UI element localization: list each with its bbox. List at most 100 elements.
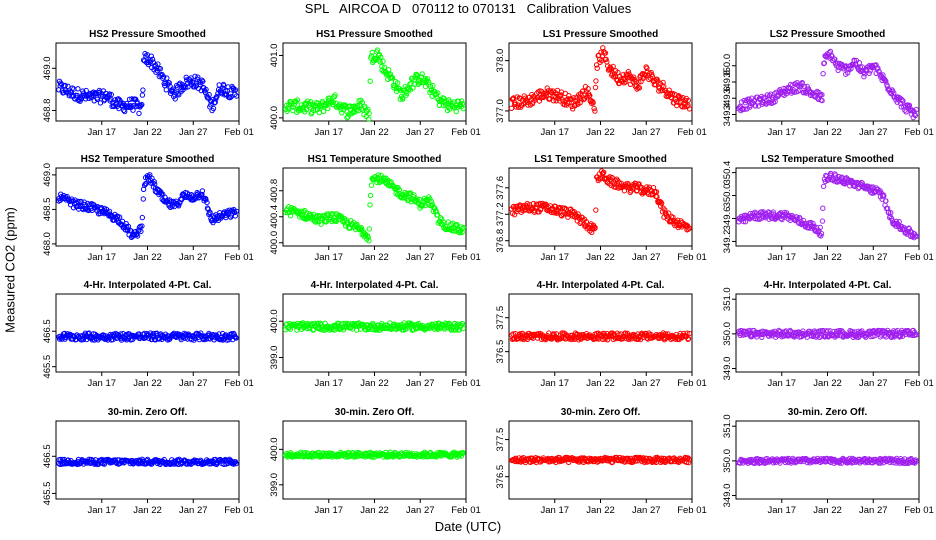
data-point [210,105,217,112]
data-point [192,73,198,80]
data-point [206,92,212,98]
x-tick-label: Jan 27 [632,127,661,138]
data-point [594,65,600,71]
panel-frame [735,167,920,247]
x-tick-label: Jan 27 [179,252,208,263]
data-point [350,109,356,116]
panel-title: LS2 Temperature Smoothed [761,154,894,165]
data-point [108,91,115,98]
data-point [600,170,606,177]
data-point [583,219,589,225]
x-tick-label: Jan 17 [314,252,343,263]
data-point [653,189,660,195]
data-point [460,105,466,112]
data-point [325,105,331,112]
data-point [228,94,234,100]
data-point [396,187,402,193]
y-tick-label: 465.5 [42,482,53,506]
data-point [224,88,231,94]
data-point [232,87,239,93]
data-point [389,74,395,81]
data-point [440,219,447,225]
data-point [772,98,778,105]
y-tick-label: 376.5 [495,340,506,364]
data-point [368,182,375,188]
data-point [203,197,209,203]
data-point [603,56,609,62]
data-point [198,330,204,336]
data-point [575,211,581,217]
data-point [139,101,145,108]
panel-title: 30-min. Zero Off. [561,407,641,418]
y-tick-label: 377.6 [495,176,506,200]
data-point [72,197,78,203]
x-tick-label: Jan 22 [813,127,842,138]
data-point [318,221,324,227]
panel-title: 4-Hr. Interpolated 4-Pt. Cal. [537,280,665,291]
data-point [435,90,441,96]
panel-frame [282,420,467,500]
data-point [128,103,134,109]
panel-r3c1: 30-min. Zero Off. Jan 17 Jan 22 Jan 27 Feb 0… [269,407,481,516]
data-point [185,84,191,90]
data-point [820,205,826,211]
data-point [408,321,415,327]
data-point [199,188,206,194]
data-point [83,87,89,94]
data-point [881,193,887,199]
y-tick-label: 349.2 [722,230,733,254]
data-point [367,192,374,199]
panel-title: 4-Hr. Interpolated 4-Pt. Cal. [84,280,212,291]
data-point [866,70,872,77]
x-tick-label: Jan 17 [87,505,116,516]
y-tick-label: 400.0 [269,106,280,130]
data-point [195,74,201,80]
data-point [212,99,218,105]
y-tick-label: 376.8 [495,229,506,253]
y-tick-label: 349.0 [722,357,733,381]
data-point [512,101,519,108]
y-tick-label: 399.0 [269,346,280,370]
y-tick-label: 469.0 [42,163,53,187]
data-point [315,320,321,326]
data-point [686,225,692,231]
data-point [320,108,327,115]
data-point [459,98,465,104]
data-point [78,198,84,205]
data-point [366,116,372,122]
data-point [536,98,543,104]
data-point [675,217,681,223]
data-point [458,224,464,230]
data-point [176,203,182,209]
data-point [119,218,126,225]
y-tick-label: 350.4 [722,161,733,185]
panel-title: HS1 Temperature Smoothed [308,154,442,165]
data-point [585,86,591,92]
data-point [172,96,178,102]
x-tick-label: Jan 27 [406,252,435,263]
data-point [190,79,196,85]
data-point [138,102,144,109]
data-point [200,78,206,85]
data-point [219,91,225,97]
data-point [592,108,598,114]
data-point [174,84,181,90]
data-point [525,99,531,106]
y-tick-label: 466.5 [42,319,53,343]
data-point [517,95,523,102]
data-point [670,214,676,221]
data-point [821,60,828,66]
panel-frame [282,293,467,373]
x-tick-label: Feb 01 [677,378,707,389]
data-point [139,214,146,221]
data-point [553,331,560,337]
data-point [666,87,672,93]
data-point [214,93,220,100]
data-point [685,97,691,104]
data-point [126,331,132,337]
y-tick-label: 351.0 [722,414,733,438]
y-tick-label: 350.0 [722,184,733,208]
data-point [188,192,195,198]
data-point [601,169,607,176]
